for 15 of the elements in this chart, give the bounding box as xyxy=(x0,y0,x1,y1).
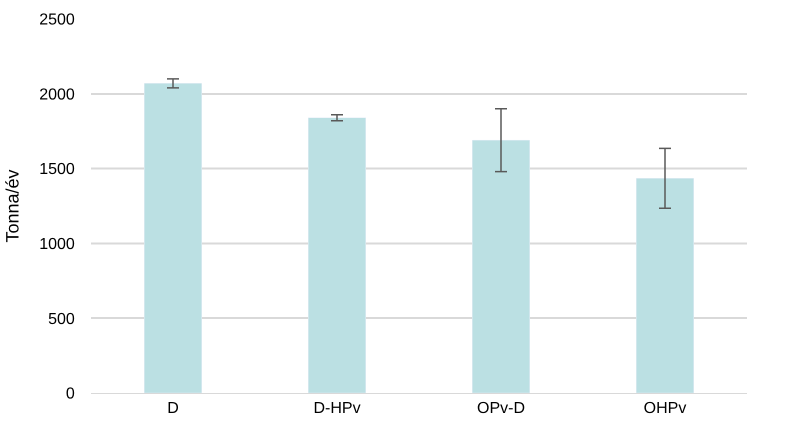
y-tick-label: 0 xyxy=(66,386,75,403)
y-tick-label: 500 xyxy=(48,310,75,328)
x-tick-label: OPv-D xyxy=(477,400,525,418)
y-tick-label: 2000 xyxy=(39,86,75,104)
y-tick-label: 1000 xyxy=(39,236,75,253)
bar xyxy=(472,140,530,393)
x-tick-label: D-HPv xyxy=(313,400,361,418)
bar xyxy=(308,117,366,393)
x-tick-label: D xyxy=(167,400,179,418)
bar xyxy=(144,83,202,393)
y-tick-label: 2500 xyxy=(39,12,75,29)
bar xyxy=(636,178,694,393)
y-axis-title: Tonna/év xyxy=(2,169,22,243)
y-tick-label: 1500 xyxy=(39,161,75,178)
x-tick-label: OHPv xyxy=(644,400,686,418)
